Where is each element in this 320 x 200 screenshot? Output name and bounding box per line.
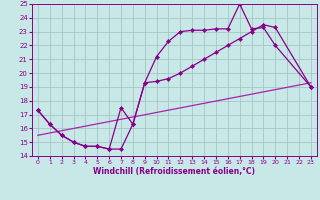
X-axis label: Windchill (Refroidissement éolien,°C): Windchill (Refroidissement éolien,°C): [93, 167, 255, 176]
